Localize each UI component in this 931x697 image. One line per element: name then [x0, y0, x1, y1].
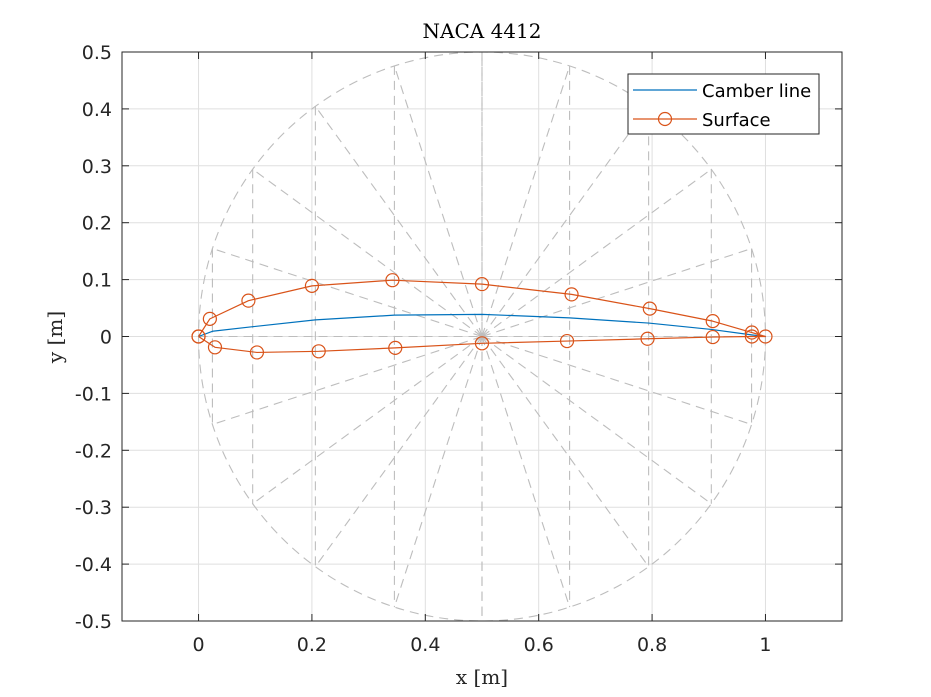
series-point-surface: [705, 314, 720, 329]
construction-radial-line: [314, 336, 483, 567]
construction-radial-line: [252, 336, 483, 505]
construction-radial-line: [481, 168, 712, 337]
y-tick-label: 0.3: [82, 156, 112, 178]
y-tick-label: 0.5: [82, 42, 112, 64]
y-tick-label: 0.1: [82, 270, 112, 292]
ticks: 0 0.2 0.4 0.6 0.8 1 0.5 0.4 0.3 0.2 0.1 0 -0.1 -0.2 -0…: [75, 42, 842, 656]
construction-radial-line: [481, 248, 752, 338]
series-point-surface: [191, 329, 206, 344]
series-point-surface: [385, 273, 400, 288]
series-point-surface: [474, 277, 490, 292]
series-point-surface: [207, 340, 223, 355]
x-tick-label: 0.6: [524, 634, 554, 656]
y-tick-label: 0.2: [82, 213, 112, 235]
legend-box: [627, 73, 820, 135]
legend-label-surface: Surface: [702, 110, 771, 131]
y-tick-label: 0: [100, 327, 112, 349]
series-point-surface: [705, 329, 720, 345]
series-point-surface: [249, 345, 265, 360]
series-point-surface: [311, 344, 326, 359]
construction-radial-line: [481, 335, 752, 425]
x-tick-label: 0.2: [297, 634, 327, 656]
construction-radial-line: [393, 336, 483, 608]
series-point-surface: [744, 329, 759, 344]
construction-lines: [197, 51, 767, 622]
construction-radial-line: [481, 336, 650, 567]
y-tick-label: -0.4: [75, 554, 112, 576]
legend-label-camber-line: Camber line: [702, 81, 811, 102]
x-tick-label: 0.4: [410, 634, 440, 656]
construction-radial-line: [212, 248, 483, 338]
series-point-surface: [642, 301, 657, 316]
construction-radial-line: [252, 168, 483, 337]
series-point-surface: [564, 287, 579, 302]
series-point-surface: [758, 329, 773, 344]
series-point-surface: [304, 278, 320, 293]
legend: Camber line Surface: [627, 73, 820, 135]
series-line-surface: [198, 279, 767, 354]
series-point-surface: [559, 333, 575, 349]
y-tick-label: -0.2: [75, 440, 112, 462]
x-tick-label: 0.8: [637, 634, 667, 656]
y-tick-label: 0.4: [82, 99, 112, 121]
construction-radial-line: [481, 336, 712, 505]
x-tick-label: 0: [192, 634, 204, 656]
construction-radial-line: [481, 106, 650, 337]
series-line-camber-line: [198, 313, 766, 338]
series-point-surface: [202, 311, 217, 326]
series-point-surface: [744, 325, 759, 340]
series-point-surface: [474, 336, 490, 351]
construction-radial-line: [314, 106, 483, 337]
x-axis-label: x [m]: [456, 665, 508, 689]
legend-marker-surface: [657, 111, 673, 127]
plot-area: 0 0.2 0.4 0.6 0.8 1 0.5 0.4 0.3 0.2 0.1 0 -0.1 -0.2 -0…: [75, 42, 843, 656]
series-point-surface: [640, 331, 655, 346]
x-tick-label: 1: [759, 634, 771, 656]
chart-title: NACA 4412: [423, 19, 542, 43]
series-group: [191, 273, 773, 360]
construction-radial-line: [393, 65, 483, 337]
series-point-surface: [241, 293, 256, 308]
series-point-surface: [388, 340, 403, 355]
y-tick-label: -0.1: [75, 383, 112, 405]
y-axis-label: y [m]: [43, 311, 67, 364]
construction-radial-line: [481, 65, 571, 337]
y-tick-label: -0.5: [75, 611, 112, 633]
construction-radial-line: [212, 335, 483, 425]
y-tick-label: -0.3: [75, 497, 112, 519]
construction-radial-line: [481, 336, 571, 608]
